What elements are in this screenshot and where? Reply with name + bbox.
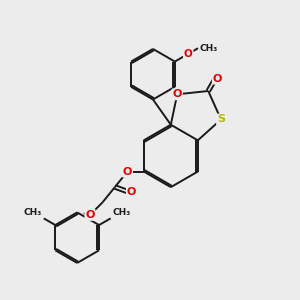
Text: O: O <box>213 74 222 84</box>
Text: O: O <box>184 49 193 59</box>
Text: O: O <box>85 210 95 220</box>
Text: CH₃: CH₃ <box>112 208 130 217</box>
Text: O: O <box>172 89 182 99</box>
Text: O: O <box>127 187 136 197</box>
Text: O: O <box>123 167 132 176</box>
Text: S: S <box>217 115 225 124</box>
Text: CH₃: CH₃ <box>200 44 218 53</box>
Text: CH₃: CH₃ <box>24 208 42 217</box>
